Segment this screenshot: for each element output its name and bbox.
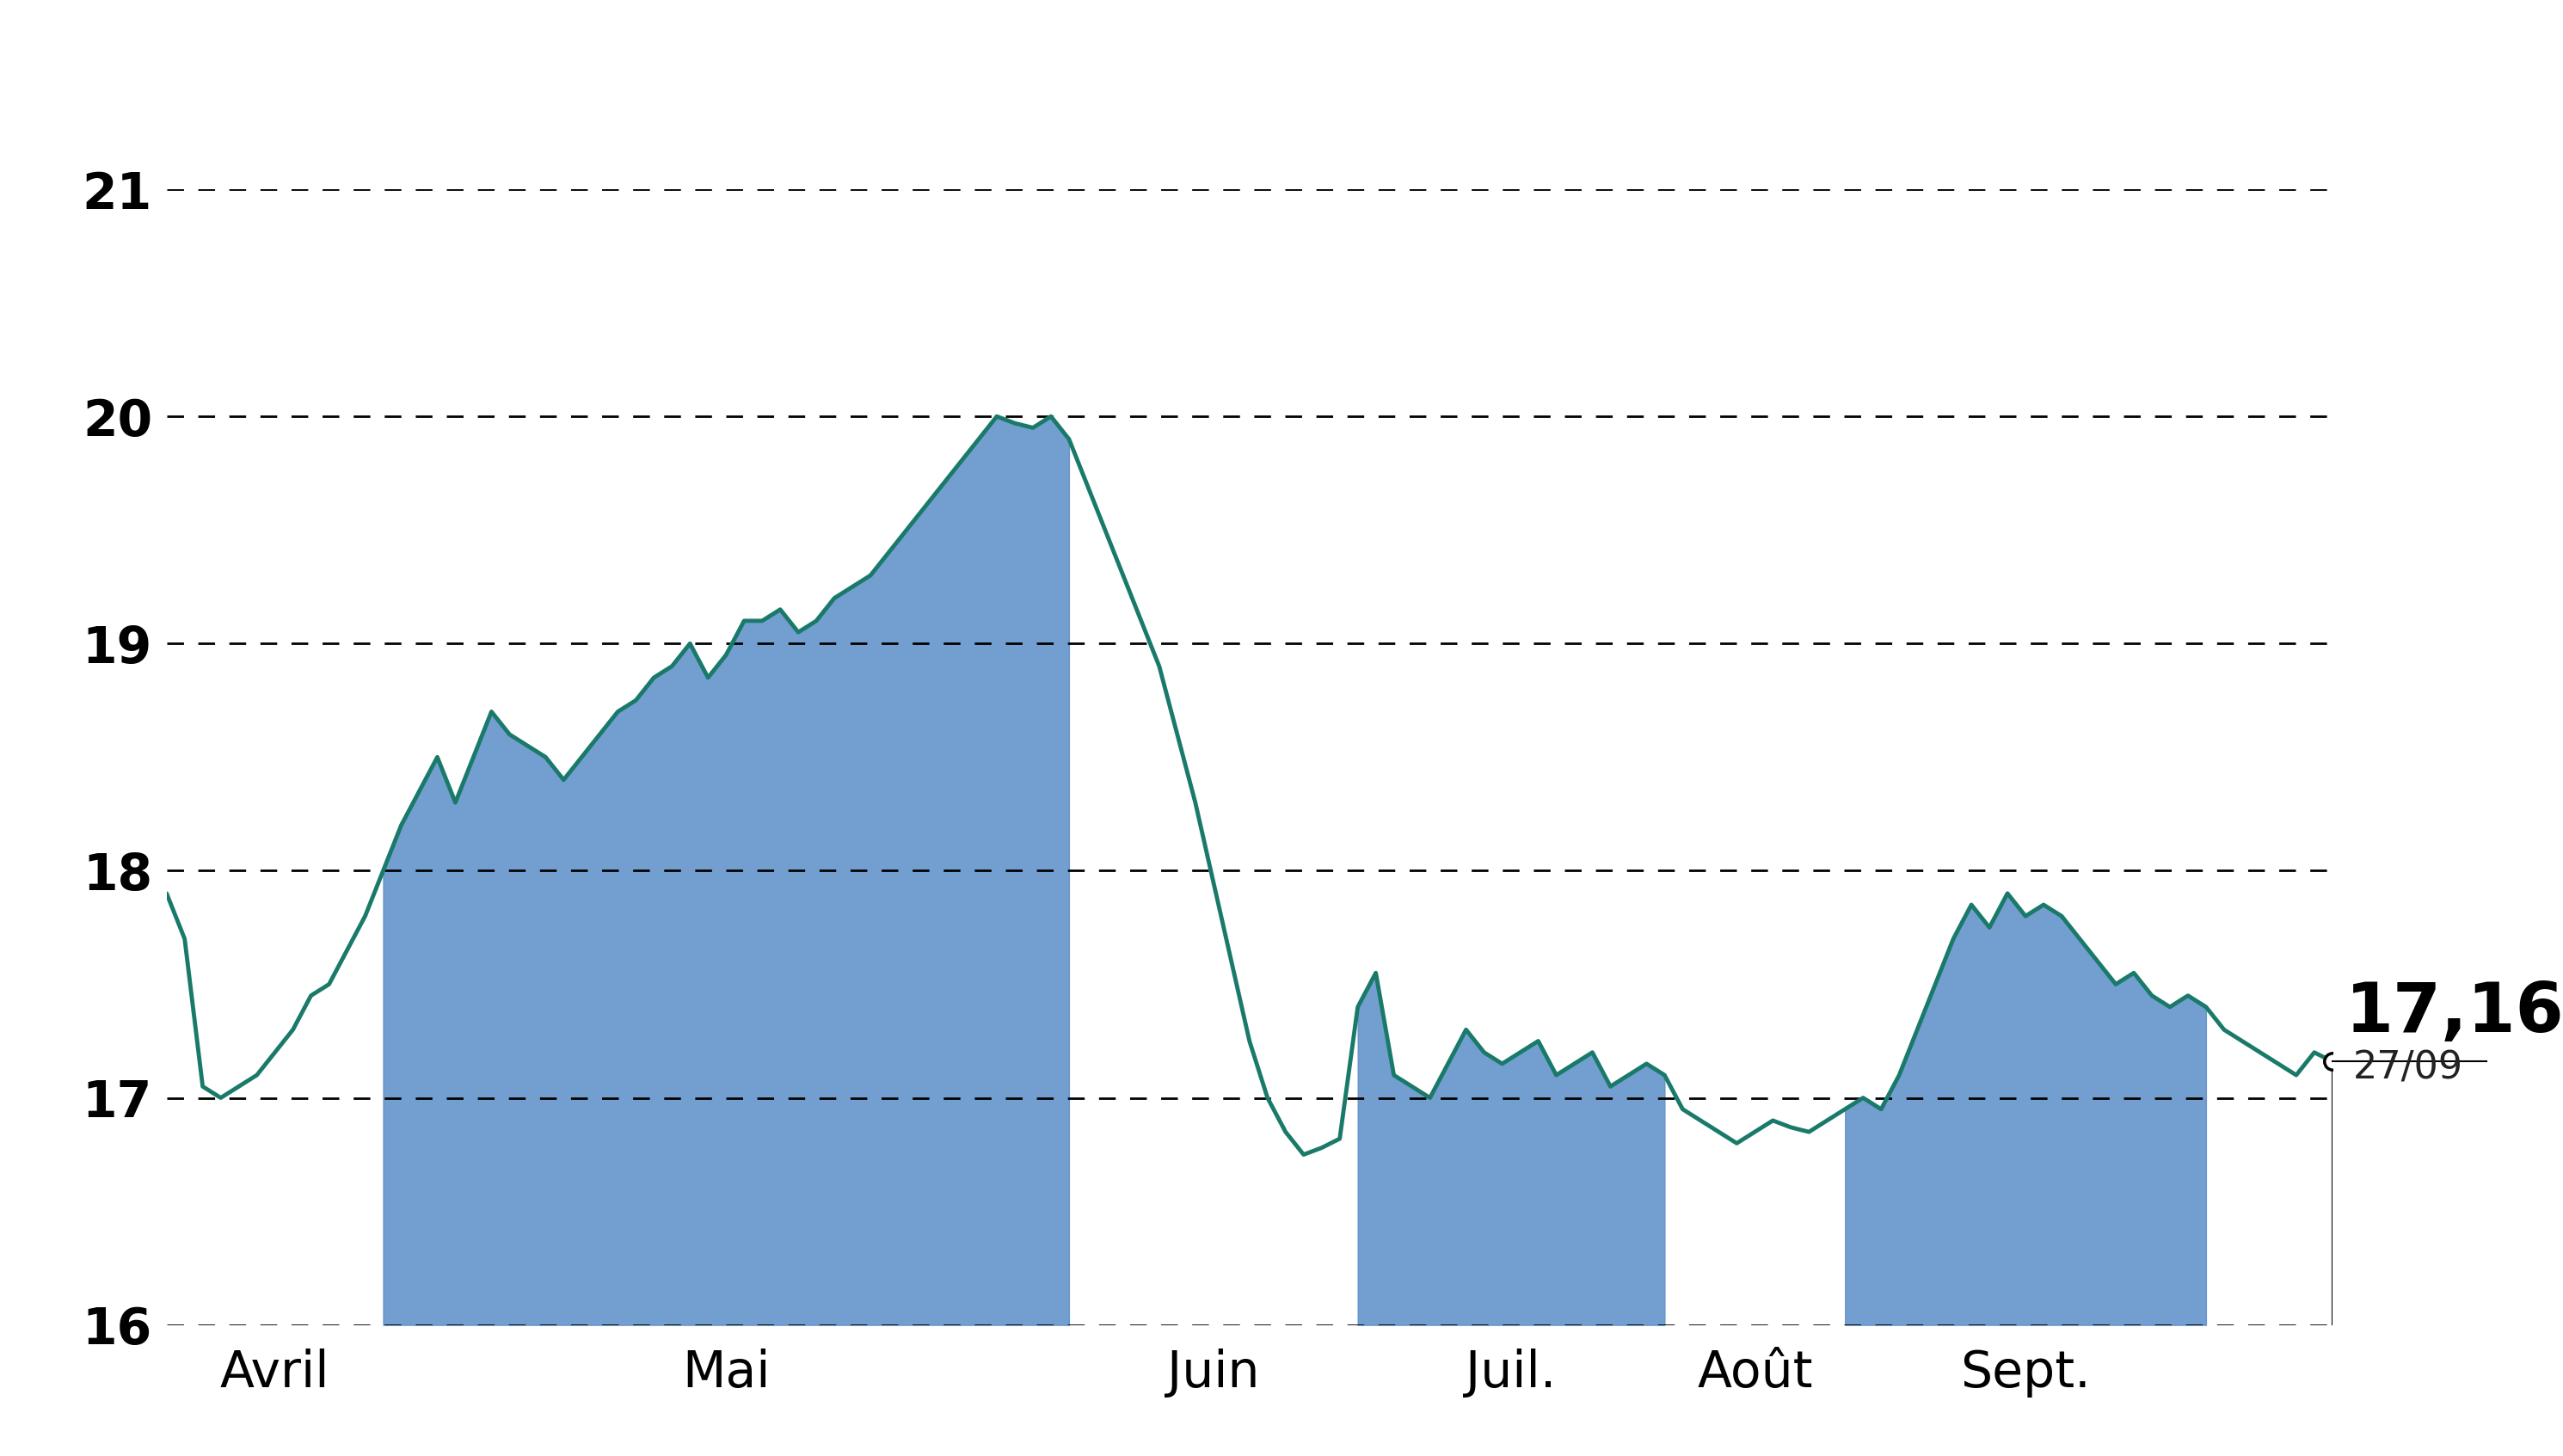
Text: 27/09: 27/09: [2353, 1050, 2463, 1086]
Text: CRCAM BRIE PIC2CCI: CRCAM BRIE PIC2CCI: [723, 38, 1840, 130]
Text: 17,16: 17,16: [2345, 980, 2563, 1047]
